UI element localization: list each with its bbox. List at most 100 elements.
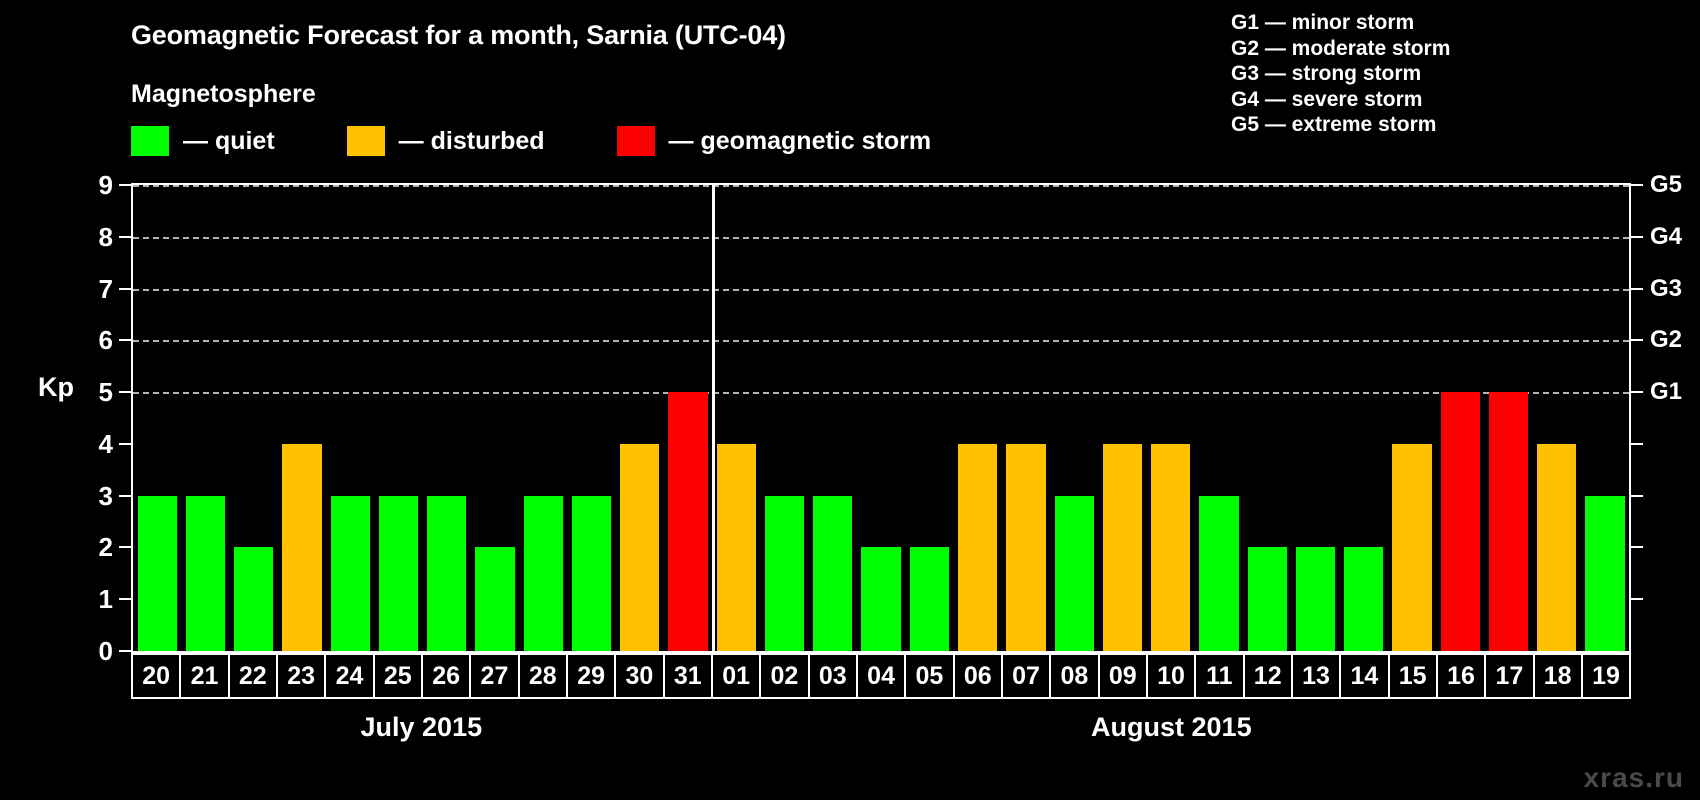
bar-cell[interactable]: [954, 185, 1002, 651]
bar-cell[interactable]: [1436, 185, 1484, 651]
bar[interactable]: [1102, 443, 1143, 651]
bar[interactable]: [668, 392, 708, 651]
bar[interactable]: [1440, 392, 1480, 651]
date-label[interactable]: 25: [375, 655, 423, 697]
date-label[interactable]: 06: [955, 655, 1003, 697]
bar-cell[interactable]: [374, 185, 422, 651]
bar-cell[interactable]: [1098, 185, 1146, 651]
bar-cell[interactable]: [230, 185, 278, 651]
date-label[interactable]: 26: [423, 655, 472, 697]
bar[interactable]: [1537, 443, 1577, 651]
bar[interactable]: [764, 495, 805, 651]
date-label[interactable]: 24: [326, 655, 375, 697]
bar-cell[interactable]: [857, 185, 905, 651]
bar-cell[interactable]: [905, 185, 953, 651]
bar[interactable]: [813, 495, 853, 651]
bar[interactable]: [1054, 495, 1094, 651]
date-label[interactable]: 15: [1390, 655, 1438, 697]
date-label[interactable]: 01: [713, 655, 762, 697]
bar-cell[interactable]: [1050, 185, 1098, 651]
bar-cell[interactable]: [1533, 185, 1581, 651]
bar[interactable]: [1295, 547, 1336, 651]
bar-cell[interactable]: [1388, 185, 1436, 651]
date-label[interactable]: 11: [1196, 655, 1245, 697]
date-label[interactable]: 16: [1438, 655, 1487, 697]
date-label[interactable]: 19: [1592, 661, 1620, 690]
bar[interactable]: [861, 547, 901, 651]
date-label[interactable]: 07: [1003, 655, 1052, 697]
g-tick-mark: [1631, 494, 1643, 497]
date-label[interactable]: 21: [181, 655, 230, 697]
bar[interactable]: [1585, 495, 1625, 651]
bar-cell[interactable]: [519, 185, 567, 651]
bar[interactable]: [1006, 443, 1046, 651]
bar-cell[interactable]: [1195, 185, 1243, 651]
bar[interactable]: [234, 547, 274, 651]
bar-cell[interactable]: [712, 185, 760, 651]
bar[interactable]: [427, 495, 467, 651]
bar-cell[interactable]: [809, 185, 857, 651]
bar-cell[interactable]: [567, 185, 615, 651]
gridline-6: [133, 340, 1629, 343]
bar-cell[interactable]: [423, 185, 471, 651]
bar-cell[interactable]: [1243, 185, 1291, 651]
bar[interactable]: [571, 495, 612, 651]
bar-cell[interactable]: [1147, 185, 1195, 651]
bar-cell[interactable]: [616, 185, 664, 651]
y-axis-right-gscale: G1 G2 G3 G4 G5: [1631, 173, 1700, 653]
legend-item-quiet: — quiet: [131, 126, 275, 156]
bar[interactable]: [1199, 495, 1239, 651]
bar-cell[interactable]: [664, 185, 712, 651]
bar-cell[interactable]: [1340, 185, 1388, 651]
bar[interactable]: [1344, 547, 1384, 651]
bar-cell[interactable]: [1581, 185, 1629, 651]
date-label[interactable]: 03: [810, 655, 858, 697]
date-label[interactable]: 04: [858, 655, 907, 697]
bar[interactable]: [185, 495, 226, 651]
date-label[interactable]: 14: [1341, 655, 1390, 697]
date-label[interactable]: 28: [520, 655, 568, 697]
date-label[interactable]: 20: [133, 655, 182, 697]
bar[interactable]: [282, 443, 322, 651]
bar[interactable]: [716, 443, 756, 651]
bar[interactable]: [620, 443, 660, 651]
y-tick-mark: [119, 391, 131, 394]
bar-cell[interactable]: [278, 185, 326, 651]
date-label[interactable]: 10: [1148, 655, 1197, 697]
date-label[interactable]: 23: [278, 655, 327, 697]
bar[interactable]: [137, 495, 177, 651]
bar-cell[interactable]: [1291, 185, 1339, 651]
date-label[interactable]: 29: [568, 655, 617, 697]
date-label[interactable]: 05: [906, 655, 955, 697]
bar[interactable]: [1392, 443, 1432, 651]
bar-cell[interactable]: [1002, 185, 1050, 651]
bar[interactable]: [909, 547, 950, 651]
date-label[interactable]: 13: [1293, 655, 1342, 697]
bar[interactable]: [378, 495, 419, 651]
bar[interactable]: [1151, 443, 1191, 651]
legend-swatch-storm-icon: [616, 126, 655, 156]
bar[interactable]: [1488, 392, 1529, 651]
date-label[interactable]: 18: [1535, 655, 1583, 697]
date-label[interactable]: 08: [1051, 655, 1100, 697]
date-label[interactable]: 09: [1100, 655, 1148, 697]
date-label[interactable]: 17: [1486, 655, 1535, 697]
date-label[interactable]: 27: [471, 655, 520, 697]
date-label[interactable]: 12: [1245, 655, 1293, 697]
bar-cell[interactable]: [471, 185, 519, 651]
bar[interactable]: [475, 547, 515, 651]
date-label[interactable]: 31: [665, 655, 713, 697]
bar[interactable]: [1247, 547, 1287, 651]
date-label[interactable]: 02: [761, 655, 810, 697]
bar[interactable]: [330, 495, 370, 651]
bar-cell[interactable]: [133, 185, 181, 651]
date-label[interactable]: 30: [616, 655, 665, 697]
bar[interactable]: [958, 443, 998, 651]
date-label[interactable]: 22: [230, 655, 278, 697]
x-axis-date-strip: 20 21 22 23 24 25 26 27 28 29 30 31 01 02 03 04 05 06 07 08…: [131, 653, 1631, 699]
bar-cell[interactable]: [760, 185, 808, 651]
bar[interactable]: [523, 495, 563, 651]
bar-cell[interactable]: [1484, 185, 1532, 651]
bar-cell[interactable]: [181, 185, 229, 651]
bar-cell[interactable]: [326, 185, 374, 651]
